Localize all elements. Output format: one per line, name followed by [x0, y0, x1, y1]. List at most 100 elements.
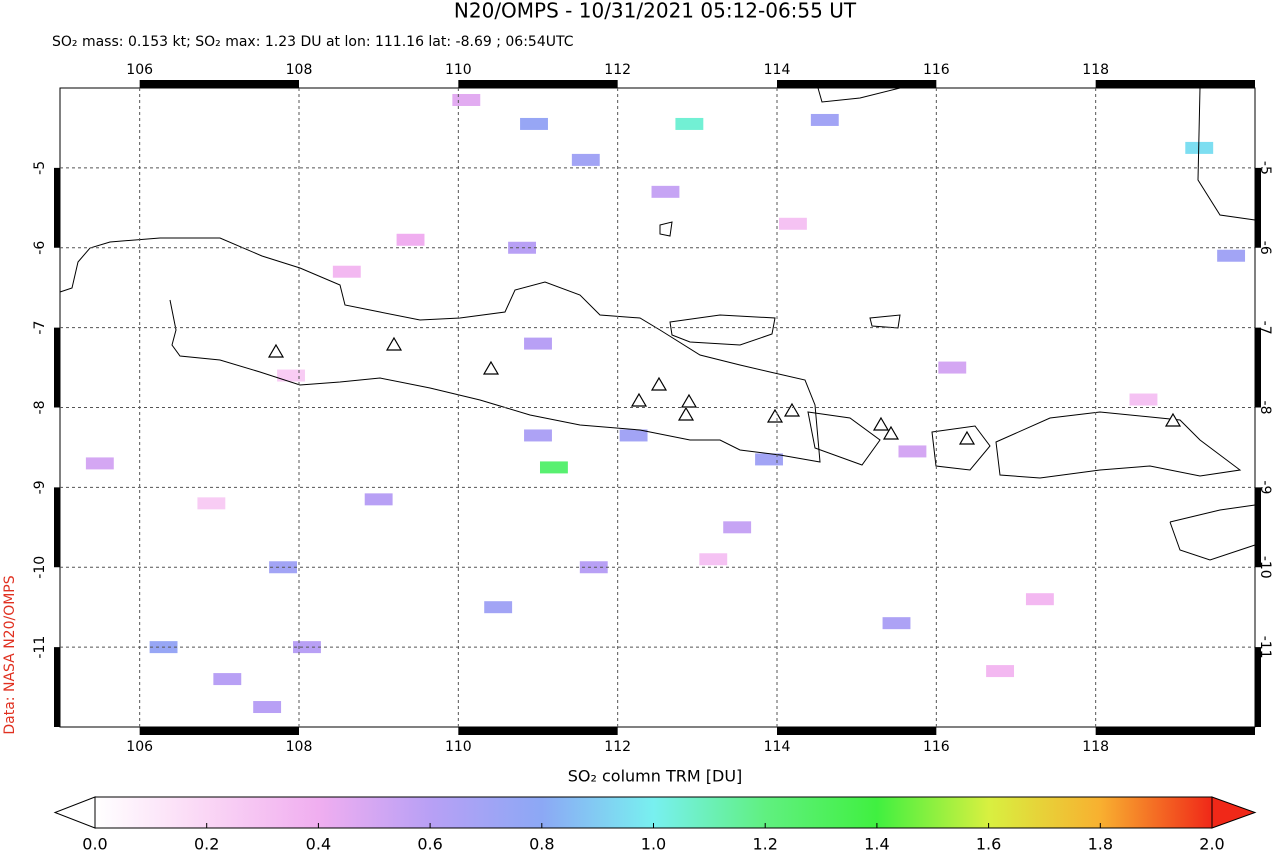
frame-bar: [1255, 167, 1261, 248]
x-tick-label: 114: [764, 739, 791, 755]
colorbar-under: [53, 796, 96, 829]
so2-pixel: [619, 429, 648, 442]
so2-pixel: [452, 93, 481, 106]
y-tick-label: -8: [1257, 401, 1272, 415]
source-note: Data: NASA N20/OMPS: [2, 575, 18, 734]
y-tick-label: -10: [1257, 556, 1272, 579]
frame-bar: [458, 80, 618, 88]
coast-lombok: [931, 425, 991, 471]
y-tick-label: -9: [1257, 480, 1272, 494]
so2-pixel: [1129, 393, 1158, 406]
so2-pixel: [810, 113, 839, 126]
y-tick-label: -5: [1257, 161, 1272, 175]
coast-sumbawa: [995, 411, 1242, 479]
so2-pixel: [396, 233, 425, 246]
so2-pixel: [85, 457, 114, 470]
y-tick-label: -10: [32, 556, 48, 579]
frame-bar: [54, 327, 60, 408]
frame-bar: [54, 487, 60, 568]
so2-pixel: [755, 453, 783, 466]
colorbar-tick-label: 2.0: [1199, 835, 1224, 853]
so2-pixel: [579, 561, 608, 574]
coast-sulawesi: [1197, 87, 1256, 221]
so2-pixel: [723, 521, 752, 534]
colorbar-tick-label: 1.2: [752, 835, 777, 853]
so2-pixel: [197, 497, 226, 510]
frame-bar: [54, 647, 60, 727]
frame-bar: [139, 727, 299, 735]
colorbar-tick-label: 0.6: [417, 835, 442, 853]
so2-pixel: [986, 665, 1015, 678]
y-tick-label: -5: [32, 161, 48, 175]
title: N20/OMPS - 10/31/2021 05:12-06:55 UT: [454, 0, 857, 23]
so2-pixel: [524, 429, 552, 442]
x-tick-label: 106: [126, 62, 153, 78]
frame-bar: [139, 80, 299, 88]
frame-bar: [458, 727, 618, 735]
so2-pixel: [675, 117, 704, 130]
frame-bar: [54, 167, 60, 248]
so2-pixel: [651, 185, 680, 198]
colorbar-over: [1211, 796, 1257, 829]
x-tick-label: 106: [126, 739, 153, 755]
colorbar-tick-label: 0.8: [529, 835, 554, 853]
x-tick-label: 108: [286, 62, 313, 78]
colorbar-tick-label: 1.8: [1088, 835, 1113, 853]
pixel-layer: [85, 93, 1246, 714]
coast-madura: [669, 314, 776, 346]
y-tick-label: -8: [32, 401, 48, 415]
so2-pixel: [898, 445, 927, 458]
x-tick-label: 116: [923, 62, 950, 78]
frame-bar: [1255, 487, 1261, 568]
frame-bar: [1095, 727, 1255, 735]
frame-bar: [777, 80, 937, 88]
volcano: [267, 336, 1182, 445]
y-tick-label: -9: [32, 480, 48, 494]
x-tick-label: 114: [764, 62, 791, 78]
so2-pixel: [332, 265, 361, 278]
x-tick-label: 116: [923, 739, 950, 755]
so2-pixel: [1185, 141, 1214, 154]
volcanoes: [267, 336, 1182, 445]
so2-pixel: [213, 673, 242, 686]
so2-pixel: [524, 337, 552, 350]
so2-pixel: [364, 493, 393, 506]
x-tick-label: 112: [604, 739, 631, 755]
so2-pixel: [520, 117, 548, 130]
coast-islet: [659, 221, 901, 329]
x-tick-label: 118: [1082, 62, 1109, 78]
so2-pixel: [778, 217, 807, 230]
x-tick-label: 110: [445, 62, 472, 78]
so2-pixel: [277, 369, 305, 382]
x-tick-label: 118: [1082, 739, 1109, 755]
y-tick-label: -7: [1257, 321, 1272, 335]
so2-pixel: [699, 553, 728, 566]
colorbar: [94, 796, 1213, 829]
so2-pixel: [882, 617, 911, 630]
colorbar-tick-label: 1.4: [864, 835, 889, 853]
y-tick-label: -7: [32, 321, 48, 335]
y-tick-label: -11: [32, 636, 48, 659]
frame-bar: [1095, 80, 1255, 88]
so2-pixel: [1217, 249, 1246, 262]
coast-borneo: [817, 87, 901, 103]
colorbar-tick-label: 1.6: [976, 835, 1001, 853]
coastlines: [59, 87, 1256, 561]
so2-pixel: [539, 461, 568, 474]
coast-bali: [807, 411, 881, 466]
coast-java: [160, 237, 821, 463]
y-tick-label: -6: [32, 241, 48, 255]
so2-pixel: [938, 361, 967, 374]
frame-bar: [1255, 327, 1261, 408]
colorbar-tick-label: 1.0: [641, 835, 666, 853]
x-tick-label: 112: [604, 62, 631, 78]
coast-sumatra: [59, 237, 161, 293]
colorbar-tick-label: 0.4: [306, 835, 331, 853]
y-tick-label: -11: [1257, 636, 1272, 659]
x-tick-label: 110: [445, 739, 472, 755]
colorbar-tick-label: 0.2: [194, 835, 219, 853]
subtitle: SO₂ mass: 0.153 kt; SO₂ max: 1.23 DU at …: [52, 34, 574, 50]
so2-pixel: [484, 601, 513, 614]
